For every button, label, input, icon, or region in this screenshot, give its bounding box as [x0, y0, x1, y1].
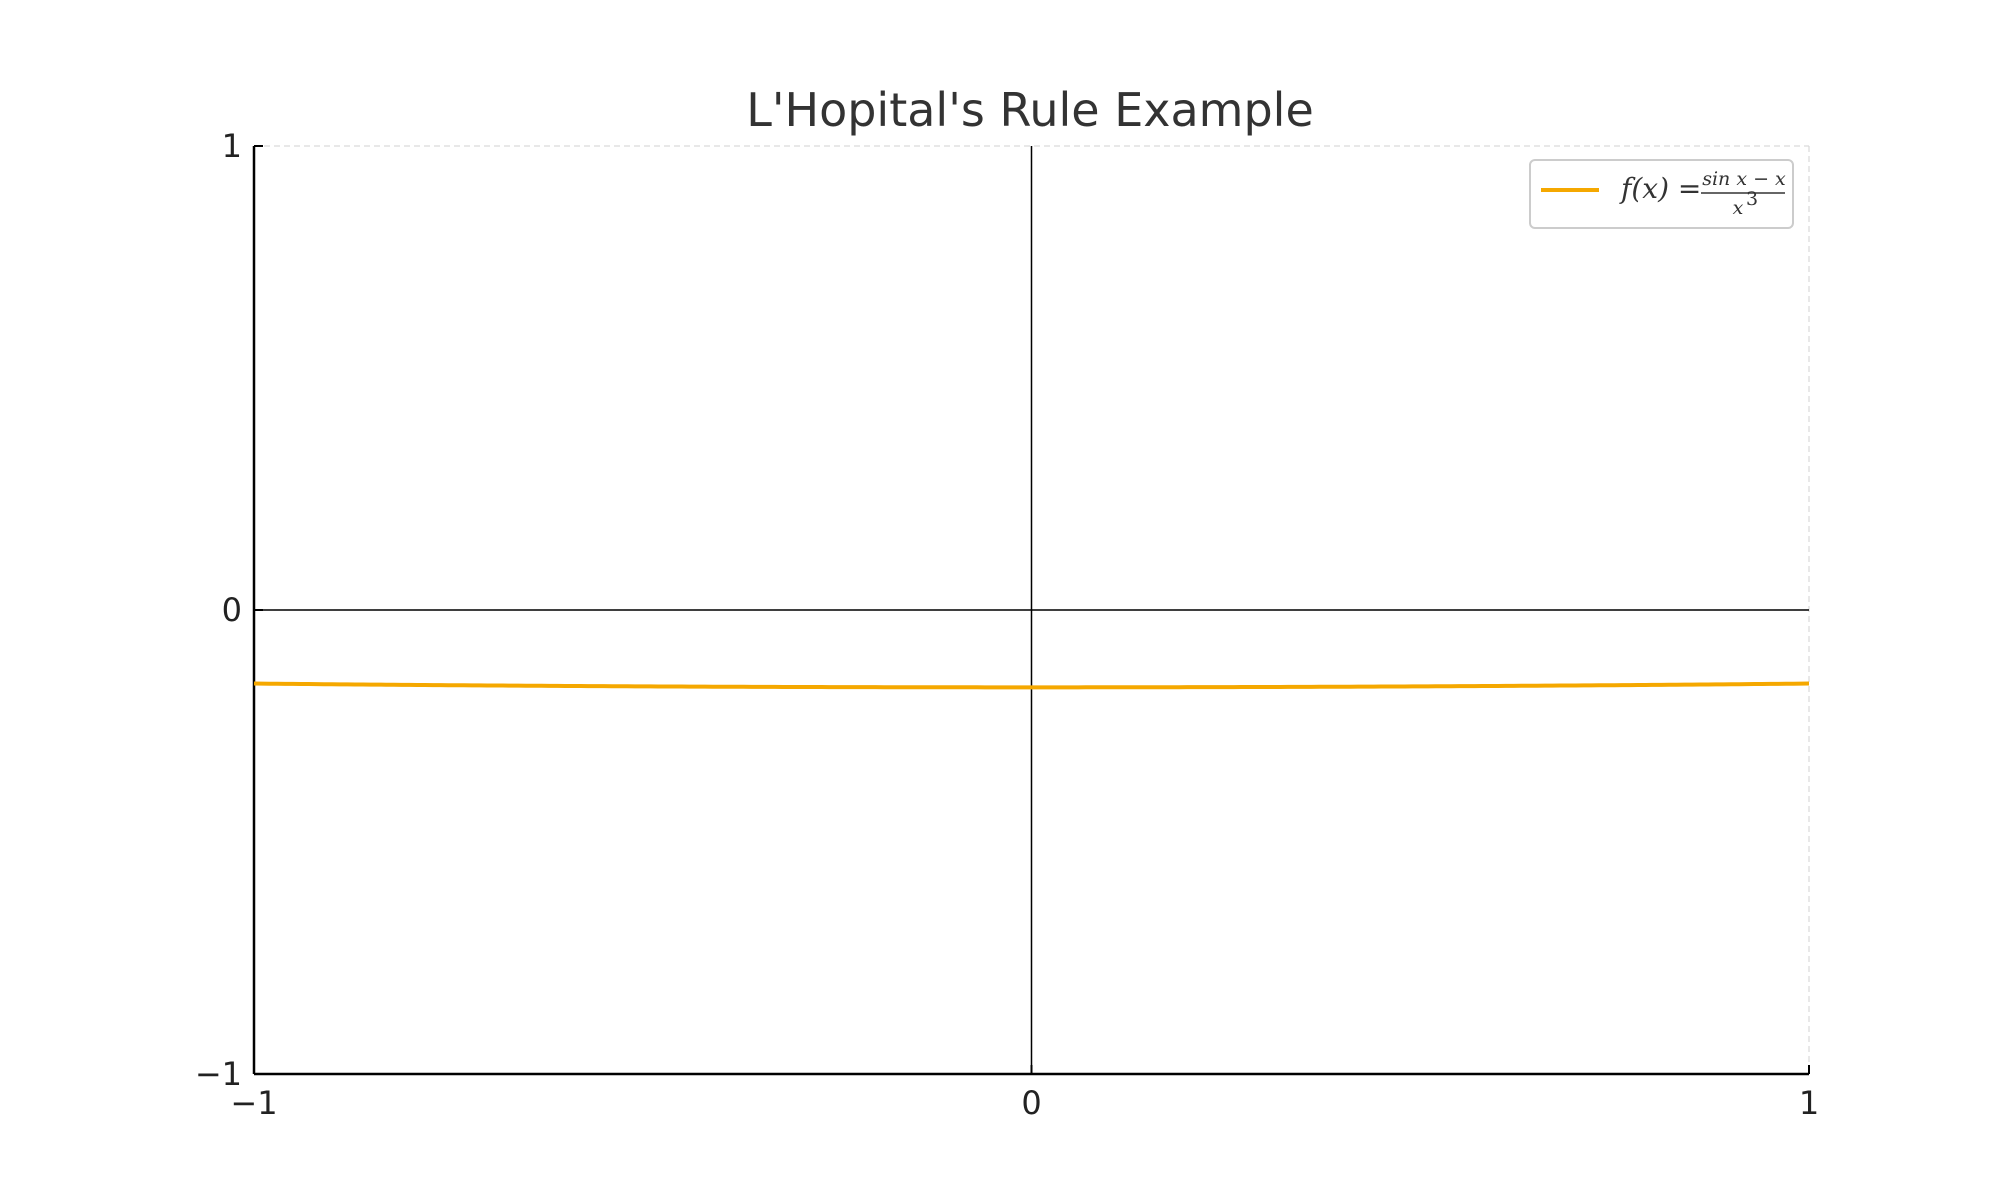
legend-exponent: 3: [1746, 188, 1758, 210]
series-layer: [253, 681, 1810, 690]
x-tick-label: 0: [1021, 1084, 1041, 1122]
chart-title: L'Hopital's Rule Example: [746, 83, 1314, 137]
y-tick-label: −1: [195, 1055, 242, 1093]
legend-label-lhs: f(x) =: [1619, 172, 1701, 205]
tick-layer: −1 0 1 −1 0 1: [195, 127, 1819, 1122]
legend-denominator: x: [1733, 197, 1744, 219]
series-line: [253, 681, 1810, 690]
legend-box: [1529, 159, 1794, 229]
legend: f(x) = sin x − x x 3: [1529, 159, 1794, 229]
legend-numerator: sin x − x: [1702, 168, 1786, 190]
x-tick-label: −1: [230, 1084, 277, 1122]
y-tick-label: 1: [222, 127, 242, 165]
x-tick-label: 1: [1799, 1084, 1819, 1122]
y-tick-label: 0: [222, 591, 242, 629]
